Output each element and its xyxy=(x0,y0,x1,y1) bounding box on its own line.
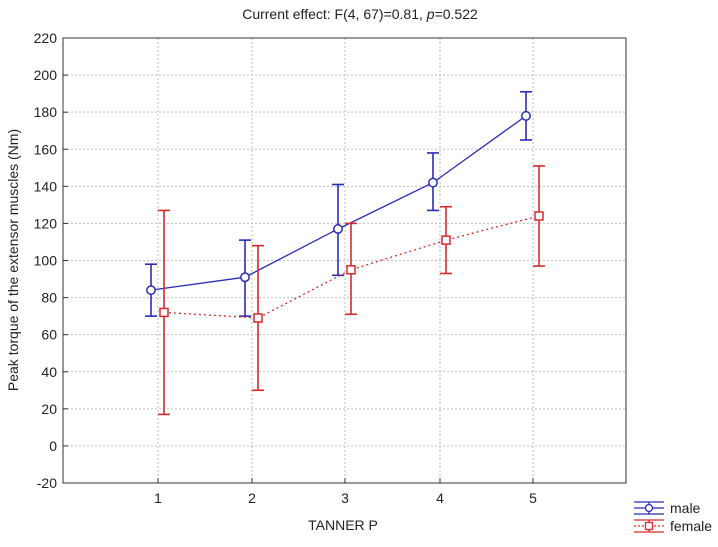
y-tick-label: 20 xyxy=(41,401,57,417)
y-tick-label: 40 xyxy=(41,364,57,380)
data-point-female xyxy=(253,313,263,323)
x-tick-label: 1 xyxy=(154,490,162,506)
x-axis: 1 2 3 4 5 xyxy=(154,478,537,506)
y-axis: -20 0 20 40 60 80 100 120 140 160 180 200 220 xyxy=(34,30,68,491)
series-female xyxy=(158,165,545,416)
chart-title: Current effect: F(4, 67)=0.81, p=0.522 xyxy=(242,6,478,22)
data-point-male xyxy=(333,224,343,234)
data-point-female xyxy=(534,211,544,221)
y-tick-label: 200 xyxy=(34,67,58,83)
data-point-female xyxy=(441,235,451,245)
series-layer xyxy=(145,90,545,416)
y-axis-label: Peak torque of the extensor muscles (Nm) xyxy=(5,129,21,391)
data-point-male xyxy=(240,272,250,283)
legend-marker-male xyxy=(644,503,654,513)
data-point-female xyxy=(159,307,169,318)
y-tick-label: 100 xyxy=(34,253,58,269)
y-tick-label: 160 xyxy=(34,141,58,157)
y-tick-label: 0 xyxy=(49,438,57,454)
x-axis-label: TANNER P xyxy=(308,517,378,533)
y-tick-label: 60 xyxy=(41,327,57,343)
y-tick-label: -20 xyxy=(37,475,57,491)
series-male xyxy=(145,90,532,317)
data-point-female xyxy=(346,265,356,275)
legend-label-male: male xyxy=(670,500,701,516)
y-tick-label: 140 xyxy=(34,178,58,194)
legend-label-female: female xyxy=(670,518,712,534)
y-tick-label: 80 xyxy=(41,290,57,306)
x-tick-label: 2 xyxy=(248,490,256,506)
y-tick-label: 120 xyxy=(34,215,58,231)
x-tick-label: 4 xyxy=(436,490,444,506)
y-tick-label: 180 xyxy=(34,104,58,120)
gridlines xyxy=(63,38,626,483)
series-line-female xyxy=(163,215,540,319)
legend-marker-female xyxy=(644,521,654,531)
data-point-male xyxy=(521,110,531,121)
data-point-male xyxy=(146,285,156,296)
x-tick-label: 5 xyxy=(529,490,537,506)
legend: male female xyxy=(634,500,712,534)
y-tick-label: 220 xyxy=(34,30,58,46)
data-point-male xyxy=(428,177,438,188)
x-tick-label: 3 xyxy=(341,490,349,506)
